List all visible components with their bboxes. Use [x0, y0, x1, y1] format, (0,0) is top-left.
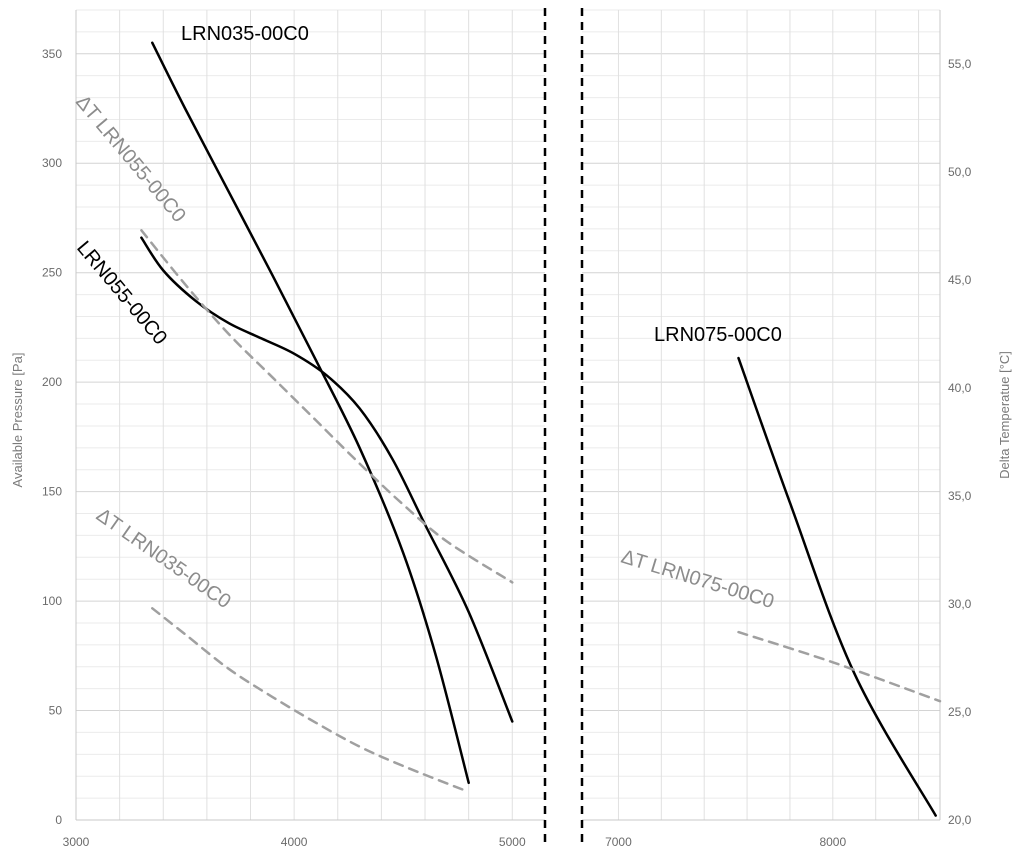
y-tick-label-left: 300 [42, 156, 62, 170]
y-tick-label-right: 30,0 [948, 597, 972, 611]
y-axis-title-right: Delta Temperatue [°C] [997, 351, 1012, 479]
y-axis-title-left: Available Pressure [Pa] [10, 353, 25, 488]
y-tick-label-right: 50,0 [948, 165, 972, 179]
x-tick-label: 8000 [819, 835, 846, 849]
axes: 0 50 100 150 200 250 300 350 20,0 25,0 30,0 35,0 40,… [42, 8, 972, 849]
y-tick-label-right: 25,0 [948, 705, 972, 719]
x-tick-label: 7000 [605, 835, 632, 849]
label-dt-lrn055: ΔT LRN055-00C0 [71, 91, 190, 227]
series-line-6 [737, 630, 942, 703]
series-line-1 [151, 41, 470, 785]
y-tick-label-left: 50 [49, 704, 63, 718]
y-tick-label-left: 350 [42, 47, 62, 61]
x-tick-label: 3000 [63, 835, 90, 849]
grid [75, 9, 940, 821]
label-lrn035: LRN035-00C0 [181, 23, 309, 45]
series-line-3 [140, 229, 514, 584]
y-tick-label-left: 150 [42, 485, 62, 499]
y-tick-label-left: 100 [42, 594, 62, 608]
y-tick-label-right: 20,0 [948, 813, 972, 827]
series-lines [140, 41, 942, 817]
label-lrn075: LRN075-00C0 [654, 324, 782, 346]
y-tick-label-right: 35,0 [948, 489, 972, 503]
y-tick-label-right: 40,0 [948, 381, 972, 395]
y-tick-label-left: 250 [42, 266, 62, 280]
x-tick-label: 4000 [281, 835, 308, 849]
y-tick-label-left: 0 [55, 813, 62, 827]
y-tick-label-left: 200 [42, 375, 62, 389]
series-line-2 [140, 236, 514, 723]
x-tick-label: 5000 [499, 835, 526, 849]
y-tick-label-right: 45,0 [948, 273, 972, 287]
y-tick-label-right: 55,0 [948, 57, 972, 71]
label-lrn055: LRN055-00C0 [72, 237, 171, 349]
series-line-4 [151, 607, 470, 794]
series-line-5 [737, 356, 937, 817]
